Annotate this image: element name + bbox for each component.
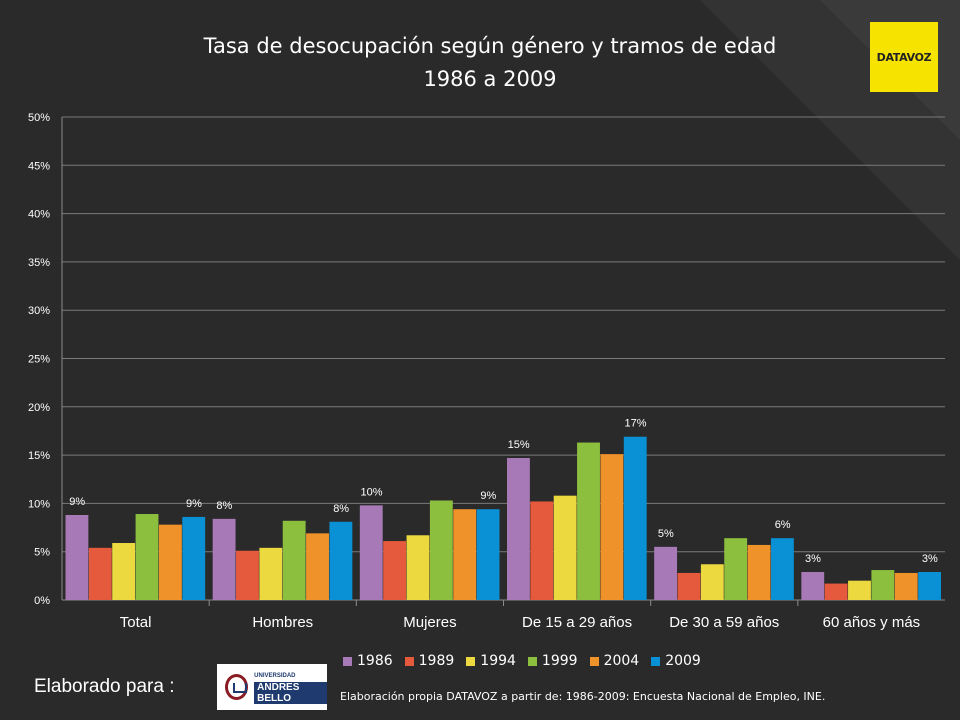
legend-swatch — [527, 656, 537, 666]
legend-item-1986: 1986 — [343, 653, 393, 669]
y-tick-label: 15% — [28, 450, 50, 462]
bar-1989 — [383, 541, 407, 600]
chart-legend: 1986 1989 1994 1999 2004 2009 — [343, 653, 701, 669]
title-line-2: 1986 a 2009 — [423, 67, 557, 91]
legend-item-1999: 1999 — [527, 653, 578, 669]
bar-1986 — [65, 514, 89, 600]
bar-1999 — [577, 442, 600, 600]
bar-1999 — [429, 500, 453, 600]
bar-chart: 0% 5% 10% 15% 20% 25% 30% 35% 40% 45% 50% Total 9% 9%… — [28, 112, 945, 631]
data-label: 9% — [69, 496, 85, 508]
university-crest-icon — [225, 674, 249, 700]
bar-1989 — [677, 572, 701, 600]
y-tick-label: 40% — [28, 209, 50, 221]
data-label: 8% — [333, 503, 349, 515]
made-for-label: Elaborado para : — [34, 676, 175, 697]
legend-item-2009: 2009 — [651, 653, 701, 669]
bar-1994 — [848, 580, 871, 600]
bar-2009 — [476, 509, 500, 600]
y-tick-label: 5% — [34, 547, 50, 559]
y-tick-label: 0% — [34, 595, 50, 607]
legend-swatch — [343, 656, 352, 666]
university-logo-line1: UNIVERSIDAD — [254, 672, 296, 679]
data-label: 15% — [508, 439, 530, 451]
x-tick-label: De 15 a 29 años — [522, 614, 632, 631]
data-label: 10% — [360, 486, 382, 498]
bar-1986 — [212, 518, 236, 600]
bar-1999 — [135, 514, 159, 600]
datavoz-logo: DATAVOZ — [870, 22, 938, 92]
x-tick-label: Total — [120, 614, 152, 631]
bar-1986 — [359, 505, 383, 600]
bar-2004 — [306, 533, 329, 600]
bar-2009 — [623, 436, 647, 600]
bar-1994 — [112, 543, 136, 600]
legend-label: 1999 — [541, 653, 578, 669]
x-tick-label: 60 años y más — [823, 614, 921, 631]
bar-2009 — [329, 521, 353, 600]
source-note: Elaboración propia DATAVOZ a partir de: … — [340, 690, 826, 703]
bar-1994 — [553, 495, 577, 600]
data-label: 3% — [805, 553, 821, 565]
data-label: 9% — [186, 498, 202, 510]
y-tick-label: 25% — [28, 354, 50, 366]
bar-2004 — [453, 509, 477, 600]
legend-item-1989: 1989 — [404, 653, 455, 669]
bar-2004 — [600, 454, 624, 600]
bar-1986 — [801, 571, 825, 600]
y-tick-label: 35% — [28, 257, 50, 269]
legend-swatch — [589, 656, 599, 666]
logo-text: DATAVOZ — [876, 50, 932, 64]
legend-item-2004: 2004 — [589, 653, 640, 669]
legend-label: 2004 — [603, 653, 640, 669]
university-logo-line2: ANDRES BELLO — [254, 681, 327, 704]
data-label: 6% — [775, 519, 791, 531]
bar-1989 — [530, 501, 554, 600]
data-label: 3% — [922, 553, 938, 565]
university-logo: UNIVERSIDAD ANDRES BELLO — [217, 664, 327, 710]
y-tick-label: 10% — [28, 498, 50, 510]
title-line-1: Tasa de desocupación según género y tram… — [203, 34, 777, 58]
y-tick-label: 30% — [28, 305, 50, 317]
bar-1994 — [700, 564, 724, 600]
bar-1989 — [88, 547, 112, 600]
x-tick-label: Mujeres — [403, 614, 456, 631]
bar-1994 — [406, 535, 430, 600]
bar-2009 — [770, 538, 794, 600]
bar-2009 — [918, 571, 941, 600]
legend-swatch — [651, 656, 661, 666]
bar-1994 — [259, 547, 283, 600]
data-label: 5% — [658, 528, 674, 540]
bar-2009 — [182, 516, 206, 600]
y-tick-label: 45% — [28, 160, 50, 172]
bar-1989 — [236, 550, 259, 600]
legend-label: 1989 — [418, 653, 455, 669]
x-tick-label: Hombres — [252, 614, 313, 631]
legend-swatch — [466, 656, 476, 666]
data-label: 8% — [216, 500, 232, 512]
bar-1986 — [507, 457, 530, 600]
legend-label: 1994 — [480, 653, 516, 669]
data-label: 17% — [624, 418, 646, 430]
bar-2004 — [747, 544, 771, 600]
bar-1999 — [282, 520, 306, 600]
data-label: 9% — [480, 490, 496, 502]
legend-item-1994: 1994 — [466, 653, 516, 669]
bar-2004 — [894, 572, 918, 600]
x-tick-label: De 30 a 59 años — [669, 614, 779, 631]
bar-2004 — [158, 524, 182, 600]
chart-title: Tasa de desocupación según género y tram… — [140, 30, 840, 96]
legend-label: 1986 — [357, 653, 393, 669]
bar-1989 — [824, 583, 848, 600]
legend-label: 2009 — [665, 653, 701, 669]
y-tick-label: 20% — [28, 402, 50, 414]
bar-1986 — [654, 546, 678, 600]
legend-swatch — [404, 656, 414, 666]
bar-1999 — [871, 570, 895, 600]
y-tick-label: 50% — [28, 112, 50, 124]
bar-1999 — [724, 538, 748, 600]
